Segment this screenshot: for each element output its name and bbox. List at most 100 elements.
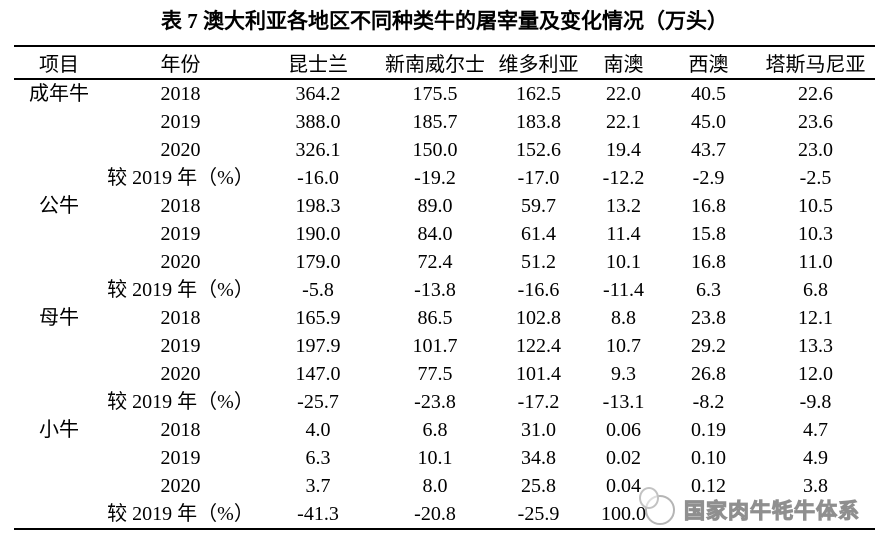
value-cell: -16.0: [297, 167, 339, 189]
item-cell: [14, 388, 104, 416]
value-cell: 326.1: [295, 139, 341, 161]
header-queensland: 昆士兰: [257, 46, 379, 80]
item-cell: 公牛: [39, 195, 79, 217]
value-cell: -41.3: [297, 503, 339, 525]
table-row: 成年牛 2018 364.2 175.5 162.5 22.0 40.5 22.6: [14, 79, 875, 108]
value-cell: 102.8: [516, 307, 561, 329]
value-cell: 9.3: [611, 363, 636, 385]
item-cell: 成年牛: [29, 83, 89, 105]
item-cell: [14, 444, 104, 472]
value-cell: 23.8: [691, 307, 726, 329]
value-cell: 100.0: [601, 503, 646, 525]
value-cell: 61.4: [521, 223, 556, 245]
value-cell: 3.7: [305, 475, 331, 497]
year-cell: 2019: [160, 111, 201, 133]
table-row: 较 2019 年（%） -5.8 -13.8 -16.6 -11.4 6.3 6.8: [14, 276, 875, 304]
value-cell: 10.7: [606, 335, 641, 357]
value-cell: 12.1: [798, 307, 833, 329]
value-cell: 388.0: [295, 111, 341, 133]
year-cell: 2020: [160, 139, 201, 161]
header-nsw: 新南威尔士: [379, 46, 491, 80]
value-cell: 0.19: [691, 419, 726, 441]
value-cell: 40.5: [691, 83, 726, 105]
value-cell: 72.4: [417, 251, 453, 273]
value-cell: 45.0: [691, 111, 726, 133]
value-cell: 8.8: [611, 307, 636, 329]
value-cell: -13.1: [602, 391, 645, 413]
value-cell: -25.7: [297, 391, 339, 413]
value-cell: 25.8: [521, 475, 556, 497]
value-cell: 22.1: [606, 111, 641, 133]
value-cell: 3.8: [803, 475, 828, 497]
item-cell: [14, 164, 104, 192]
item-cell: [14, 276, 104, 304]
value-cell: 13.2: [606, 195, 641, 217]
header-south-australia: 南澳: [586, 46, 661, 80]
value-cell: 101.7: [412, 335, 458, 357]
item-cell: [14, 360, 104, 388]
value-cell: 101.4: [516, 363, 561, 385]
table-row: 母牛 2018 165.9 86.5 102.8 8.8 23.8 12.1: [14, 304, 875, 332]
year-cell: 2020: [160, 475, 201, 497]
value-cell: 0.06: [606, 419, 641, 441]
value-cell: -23.8: [414, 391, 456, 413]
table-title: 表 7 澳大利亚各地区不同种类牛的屠宰量及变化情况（万头）: [161, 9, 728, 33]
value-cell: 84.0: [417, 223, 453, 245]
value-cell: 6.3: [696, 279, 721, 301]
value-cell: 11.4: [606, 223, 641, 245]
table-row: 2019 6.3 10.1 34.8 0.02 0.10 4.9: [14, 444, 875, 472]
year-cell: 2020: [160, 363, 201, 385]
value-cell: 51.2: [521, 251, 556, 273]
table-row: 较 2019 年（%） -41.3 -20.8 -25.9 100.0: [14, 500, 875, 529]
table-row: 2019 388.0 185.7 183.8 22.1 45.0 23.6: [14, 108, 875, 136]
value-cell: 175.5: [412, 83, 458, 105]
item-cell: [14, 220, 104, 248]
value-cell: 8.0: [422, 475, 448, 497]
table-row: 2019 190.0 84.0 61.4 11.4 15.8 10.3: [14, 220, 875, 248]
item-cell: [14, 108, 104, 136]
value-cell: 12.0: [798, 363, 833, 385]
year-cell: 较 2019 年（%）: [107, 279, 254, 301]
item-cell: [14, 472, 104, 500]
header-tasmania: 塔斯马尼亚: [756, 46, 875, 80]
year-cell: 2018: [160, 83, 201, 105]
value-cell: 11.0: [798, 251, 833, 273]
value-cell: -16.6: [517, 279, 560, 301]
value-cell: 197.9: [295, 335, 341, 357]
header-row: 项目 年份 昆士兰 新南威尔士 维多利亚 南澳 西澳 塔斯马尼亚: [14, 46, 875, 80]
year-cell: 2019: [160, 447, 201, 469]
item-cell: [14, 332, 104, 360]
value-cell: -9.8: [799, 391, 832, 413]
header-item: 项目: [14, 46, 104, 80]
value-cell: 122.4: [516, 335, 561, 357]
value-cell: -19.2: [414, 167, 456, 189]
value-cell: -17.2: [517, 391, 560, 413]
value-cell: 31.0: [521, 419, 556, 441]
value-cell: 10.3: [798, 223, 833, 245]
value-cell: 10.1: [606, 251, 641, 273]
value-cell: 16.8: [691, 195, 726, 217]
header-west-australia: 西澳: [661, 46, 756, 80]
value-cell: -2.5: [799, 167, 832, 189]
value-cell: 16.8: [691, 251, 726, 273]
value-cell: 0.10: [691, 447, 726, 469]
value-cell: 147.0: [295, 363, 341, 385]
table-row: 较 2019 年（%） -16.0 -19.2 -17.0 -12.2 -2.9 -2.5: [14, 164, 875, 192]
value-cell: 23.0: [798, 139, 833, 161]
value-cell: 4.0: [305, 419, 331, 441]
value-cell: 185.7: [412, 111, 458, 133]
value-cell: -20.8: [414, 503, 456, 525]
value-cell: 22.6: [798, 83, 833, 105]
value-cell: [756, 500, 875, 529]
year-cell: 2018: [160, 419, 201, 441]
value-cell: 43.7: [691, 139, 726, 161]
value-cell: -13.8: [414, 279, 456, 301]
value-cell: -11.4: [603, 279, 644, 301]
value-cell: 26.8: [691, 363, 726, 385]
table-row: 2020 326.1 150.0 152.6 19.4 43.7 23.0: [14, 136, 875, 164]
item-cell: [14, 136, 104, 164]
value-cell: 13.3: [798, 335, 833, 357]
value-cell: 0.04: [606, 475, 641, 497]
value-cell: -12.2: [602, 167, 645, 189]
